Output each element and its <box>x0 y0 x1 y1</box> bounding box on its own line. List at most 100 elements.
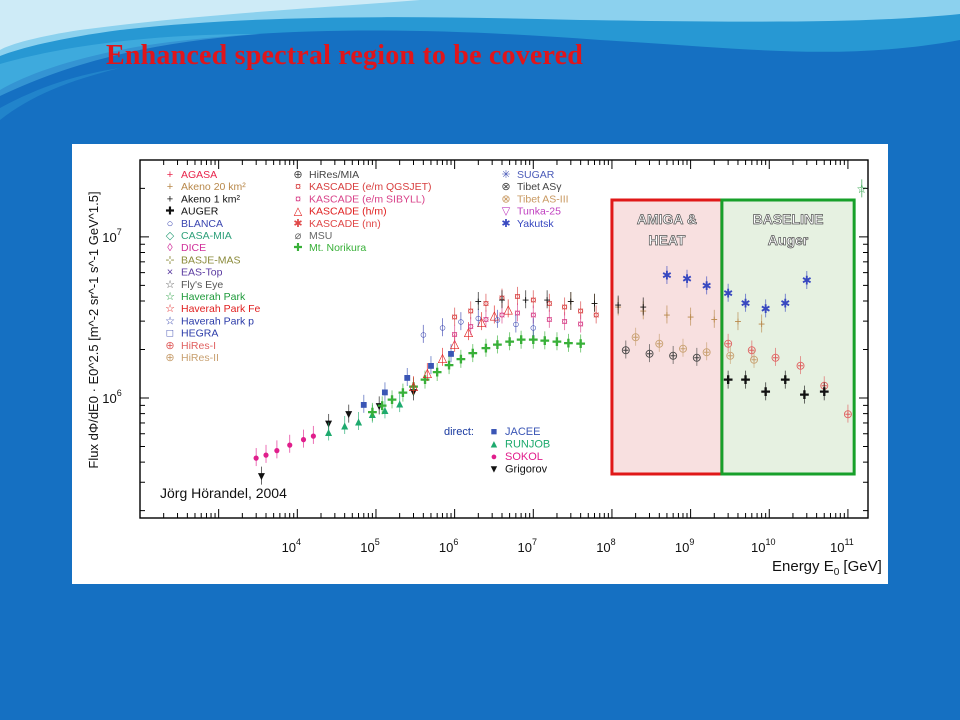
legend-marker-eas-top: × <box>167 267 173 279</box>
legend-label-hires-i: HiRes-I <box>181 340 216 352</box>
point-mt-norikura: ✚ <box>377 399 387 413</box>
point-kascade-h-m: △ <box>450 336 460 350</box>
point-kascade-e-m-sibyll: ¤ <box>546 312 553 326</box>
legend-marker-haverah-park-fe: ☆ <box>165 303 175 315</box>
point-mt-norikura: ✚ <box>420 373 430 387</box>
x-axis-label: Energy E0 [GeV] <box>772 558 882 578</box>
legend-label-hires-ii: HiRes-II <box>181 352 219 364</box>
point-haverah-park: ☆ <box>856 182 867 196</box>
legend-label-sugar: SUGAR <box>517 169 555 181</box>
legend-label-hires-mia: HiRes/MIA <box>309 169 359 181</box>
legend-label-kascade-e-m-sibyll: KASCADE (e/m SIBYLL) <box>309 193 425 205</box>
legend-label-akeno-1-km: Akeno 1 km² <box>181 193 240 205</box>
point-akeno-20-km: + <box>711 312 718 326</box>
legend-label-msu: MSU <box>309 230 332 242</box>
point-mt-norikura: ✚ <box>516 333 526 347</box>
point-mt-norikura: ✚ <box>367 405 377 419</box>
point-kascade-e-m-qgsjet: ¤ <box>577 304 584 318</box>
point-akeno-1-km: + <box>567 294 574 308</box>
tick-layer: 104 105 106 107 108 109 1010 1011 106 107 <box>102 159 868 555</box>
point-kascade-e-m-qgsjet: ¤ <box>530 293 537 307</box>
x-tick-label: 106 <box>439 537 458 555</box>
point-kascade-e-m-qgsjet: ¤ <box>593 308 600 322</box>
point-yakutsk: ✱ <box>780 296 790 310</box>
point-mt-norikura: ✚ <box>468 347 478 361</box>
legend-marker-auger: ✚ <box>165 206 174 218</box>
point-kascade-h-m: △ <box>477 315 487 329</box>
point-yakutsk: ✱ <box>761 302 771 316</box>
x-tick-label: 1010 <box>751 537 775 555</box>
x-tick-label: 1011 <box>830 537 854 555</box>
direct-marker-runjob: ▲ <box>489 439 500 451</box>
point-jacee: ■ <box>360 397 367 411</box>
region-label-baseline-auger: Auger <box>768 232 809 248</box>
point-jacee: ■ <box>404 371 411 385</box>
point-runjob: ▲ <box>353 414 365 428</box>
legend-marker-hires-ii: ⊕ <box>165 352 174 364</box>
point-jacee: ■ <box>427 359 434 373</box>
point-runjob: ▲ <box>379 403 391 417</box>
region-layer: AMIGA & HEAT BASELINE Auger <box>610 198 856 476</box>
point-blanca: ○ <box>420 327 427 341</box>
credit-text: Jörg Hörandel, 2004 <box>160 485 287 501</box>
point-kascade-e-m-sibyll: ¤ <box>499 308 506 322</box>
point-blanca: ○ <box>475 311 482 325</box>
legend-marker-kascade-e-m-qgsjet: ¤ <box>295 181 301 193</box>
legend-label-basje-mas: BASJE-MAS <box>181 254 241 266</box>
point-yakutsk: ✱ <box>741 296 751 310</box>
x-tick-label: 104 <box>282 537 301 555</box>
point-sokol: ● <box>300 432 307 446</box>
direct-label-sokol: SOKOL <box>505 451 543 463</box>
point-hires-mia: ⊕ <box>644 347 654 361</box>
data-layer: ● ● ● ● ● ●▼▼▼▼▼▲ ▲ ▲▲ ▲ ▲■■■■■✚ ✚ ✚ ✚ ✚ ✚✚ ✚ ✚ ✚ ✚ ✚ ✚ ✚ ✚ ✚ ✚ ✚… <box>253 179 867 485</box>
point-blanca: ○ <box>439 321 446 335</box>
point-akeno-20-km: + <box>663 308 670 322</box>
point-kascade-e-m-sibyll: ¤ <box>530 308 537 322</box>
point-yakutsk: ✱ <box>802 273 812 287</box>
point-kascade-e-m-qgsjet: ¤ <box>483 296 490 310</box>
legend-marker-kascade-h-m: △ <box>294 206 303 218</box>
region-baseline-auger <box>720 198 856 476</box>
y-tick-label: 106 <box>102 388 121 406</box>
point-akeno-1-km: + <box>498 293 505 307</box>
point-auger: ✚ <box>799 388 809 402</box>
point-auger: ✚ <box>819 385 829 399</box>
y-tick-label: 107 <box>102 227 121 245</box>
point-hires-i: ⊕ <box>723 336 733 350</box>
slide-title: Enhanced spectral region to be covered <box>106 40 584 71</box>
point-yakutsk: ✱ <box>702 279 712 293</box>
point-grigorov: ▼ <box>256 469 268 483</box>
point-mt-norikura: ✚ <box>398 386 408 400</box>
point-hires-i: ⊕ <box>770 350 780 364</box>
legend-label-haverah-park: Haverah Park <box>181 291 246 303</box>
legend-marker-fly-s-eye: ☆ <box>165 279 175 291</box>
direct-marker-sokol: ● <box>491 451 498 463</box>
y-axis-label: Flux dΦ/dE0 · E0^2.5 [m^-2 sr^-1 s^-1 Ge… <box>86 191 101 468</box>
point-kascade-h-m: △ <box>409 379 419 393</box>
point-hires-ii: ⊕ <box>702 345 712 359</box>
direct-legend: direct: ■ JACEE ▲ RUNJOB ● SOKOL ▼ Grigorov <box>444 426 550 476</box>
legend-marker-yakutsk: ✱ <box>501 218 510 230</box>
legend-label-dice: DICE <box>181 242 206 254</box>
spectrum-figure: AMIGA & HEAT BASELINE Auger 104 105 106 107 108… <box>72 144 888 584</box>
legend-label-blanca: BLANCA <box>181 218 223 230</box>
point-mt-norikura: ✚ <box>432 366 442 380</box>
region-amiga-heat <box>610 198 724 476</box>
point-hires-ii: ⊕ <box>654 336 664 350</box>
region-label-amiga-heat: HEAT <box>648 232 686 248</box>
point-runjob: ▲ <box>323 425 335 439</box>
point-hires-i: ⊕ <box>796 359 806 373</box>
point-mt-norikura: ✚ <box>576 337 586 351</box>
point-blanca: ○ <box>457 315 464 329</box>
legend-marker-msu: ⌀ <box>295 230 302 242</box>
point-kascade-e-m-sibyll: ¤ <box>467 319 474 333</box>
legend-label-tunka-25: Tunka-25 <box>517 206 561 218</box>
point-kascade-e-m-sibyll: ¤ <box>451 327 458 341</box>
point-yakutsk: ✱ <box>723 286 733 300</box>
point-sokol: ● <box>286 437 293 451</box>
legend-label-yakutsk: Yakutsk <box>517 218 554 230</box>
legend-label-casa-mia: CASA-MIA <box>181 230 232 242</box>
svg-text:Energy E0 [GeV]: Energy E0 [GeV] <box>772 558 882 578</box>
point-kascade-e-m-qgsjet: ¤ <box>561 300 568 314</box>
point-kascade-e-m-sibyll: ¤ <box>483 312 490 326</box>
